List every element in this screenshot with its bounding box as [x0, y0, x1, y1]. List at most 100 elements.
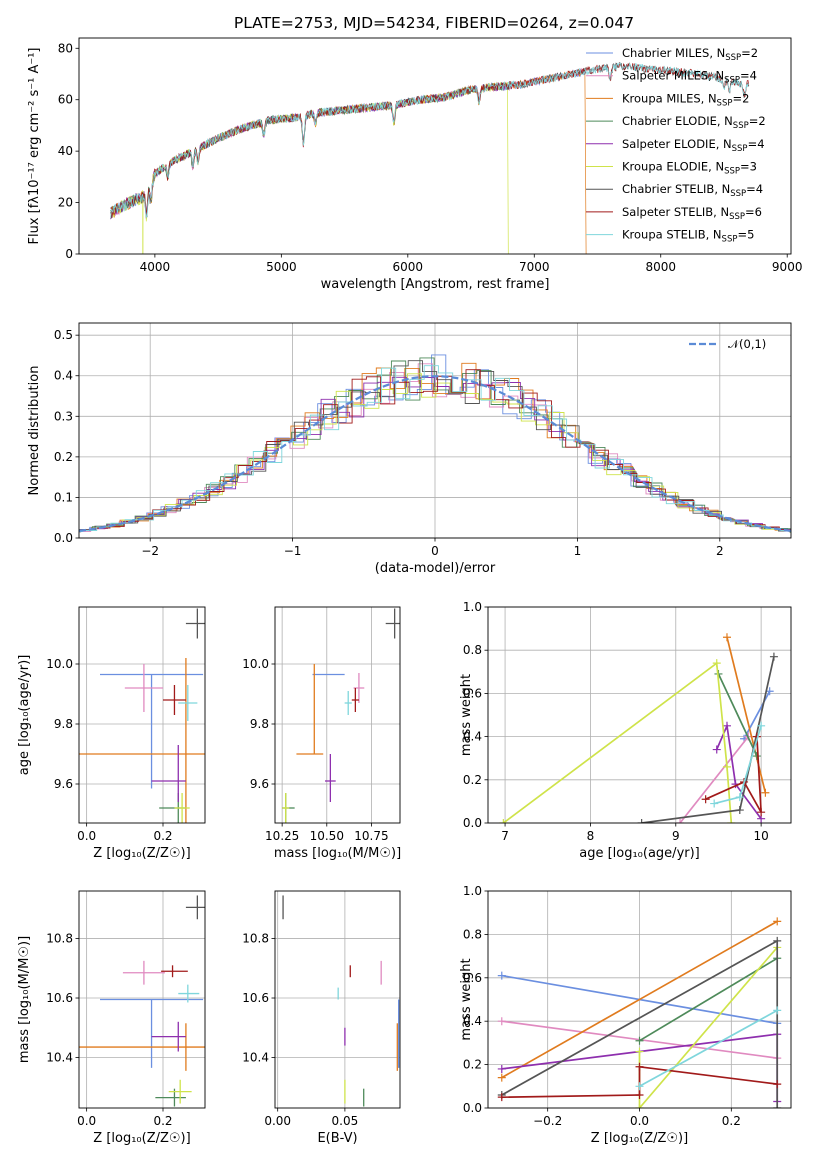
axes: 0.00 0.05 10.4 10.6 10.8 E(B-V) — [242, 890, 401, 1146]
errorbar-point — [151, 1021, 186, 1052]
legend-value: =2 — [749, 114, 766, 128]
legend-value: =3 — [740, 160, 757, 174]
plot-area — [499, 633, 778, 823]
plot-area — [79, 608, 205, 823]
errorbar-point — [122, 960, 165, 985]
plot-area — [79, 895, 205, 1107]
x-tick-label: 9000 — [772, 260, 803, 274]
x-axis-label: (data-model)/error — [375, 561, 496, 576]
y-axis-label: mass [log₁₀(M/M☉)] — [17, 936, 32, 1063]
panel-spectrum: 4000 5000 6000 7000 8000 9000 0 20 40 60 80 wavelen… — [27, 37, 803, 292]
y-tick-label: 0.8 — [463, 643, 482, 657]
weight-marker — [497, 1017, 506, 1026]
weight-marker — [722, 721, 731, 730]
legend-sub: SSP — [725, 53, 741, 63]
weight-marker — [773, 936, 782, 945]
legend-value: =4 — [740, 69, 757, 83]
legend-value: =2 — [741, 46, 758, 60]
x-tick-label: 10.25 — [265, 829, 299, 843]
legend-entry: Kroupa STELIB, NSSP=5 — [622, 228, 754, 245]
spectrum-line — [110, 82, 508, 220]
weight-marker — [676, 819, 685, 823]
y-tick-label: 0.2 — [54, 450, 73, 464]
y-tick-label: 20 — [58, 196, 73, 210]
panel-age-vs-mass: 10.25 10.50 10.75 9.6 9.8 10.0 mass [log₁₀(M/M… — [242, 606, 401, 861]
weight-marker — [773, 917, 782, 926]
y-tick-label: 0.4 — [54, 369, 73, 383]
y-tick-label: 0.0 — [54, 531, 73, 545]
histogram-step — [79, 376, 791, 533]
weight-marker — [497, 1093, 506, 1102]
axes: −2 −1 0 1 2 0.0 0.1 0.2 0.3 0.4 0.5 (data-model)/er… — [27, 322, 792, 576]
spectrum-line — [110, 82, 508, 216]
x-tick-label: 5000 — [266, 260, 297, 274]
weight-line — [639, 1009, 778, 1088]
x-tick-label: 0.2 — [153, 829, 172, 843]
y-tick-label: 9.6 — [250, 777, 269, 791]
plot-area — [497, 917, 782, 1108]
panel-mass-vs-EBV: 0.00 0.05 10.4 10.6 10.8 E(B-V) — [242, 890, 401, 1146]
weight-marker — [773, 1104, 782, 1108]
axes: 0.0 0.2 10.4 10.6 10.8 Z [log₁₀(Z/Z☉)] mass [l… — [17, 890, 206, 1146]
legend-sub: SSP — [724, 76, 740, 86]
errorbar-point — [178, 984, 200, 1003]
legend: 𝒩(0,1) — [689, 337, 766, 351]
panel-mass-vs-Z: 0.0 0.2 10.4 10.6 10.8 Z [log₁₀(Z/Z☉)] mass [l… — [17, 890, 206, 1146]
spectrum-line — [110, 68, 586, 220]
axes-frame — [487, 606, 792, 824]
errorbar-point — [168, 1079, 192, 1104]
errorbar-point — [161, 965, 188, 978]
errorbar-point — [151, 745, 186, 802]
legend-value: =4 — [748, 137, 765, 151]
errorbar-point — [351, 688, 359, 712]
weight-marker — [637, 819, 646, 823]
histogram-step — [79, 354, 791, 532]
y-tick-label: 0.6 — [463, 686, 482, 700]
weight-marker — [735, 793, 744, 802]
panel-weight-vs-Z: −0.2 0.0 0.2 0.0 0.2 0.4 0.6 0.8 1.0 Z [log₁₀(Z/Z… — [459, 884, 792, 1146]
x-tick-label: 10.50 — [310, 829, 344, 843]
x-tick-label: 2 — [716, 544, 724, 558]
x-axis-label: Z [log₁₀(Z/Z☉)] — [93, 1131, 190, 1146]
axes: 7 8 9 10 0.0 0.2 0.4 0.6 0.8 1.0 age [log₁₀(age/yr… — [459, 600, 792, 861]
axes-frame — [78, 606, 206, 824]
legend-sub: SSP — [729, 212, 745, 222]
y-tick-label: 60 — [58, 93, 73, 107]
figure-title: PLATE=2753, MJD=54234, FIBERID=0264, z=0… — [234, 14, 634, 32]
axes: 0.0 0.2 9.6 9.8 10.0 Z [log₁₀(Z/Z☉)] age [log₁… — [17, 606, 206, 861]
x-tick-label: −1 — [284, 544, 302, 558]
panel-residuals: −2 −1 0 1 2 0.0 0.1 0.2 0.3 0.4 0.5 (data-model)/er… — [27, 322, 792, 576]
weight-marker — [635, 1062, 644, 1071]
grid — [79, 607, 205, 823]
axes: 10.25 10.50 10.75 9.6 9.8 10.0 mass [log₁₀(M/M… — [242, 606, 401, 861]
spectrum-line — [110, 68, 586, 218]
legend-sub: SSP — [732, 144, 748, 154]
legend-entry: Salpeter MILES, NSSP=4 — [622, 69, 757, 86]
y-tick-label: 10.0 — [242, 657, 269, 671]
weight-line — [502, 661, 733, 823]
y-tick-label: 0.4 — [463, 730, 482, 744]
x-tick-label: 0.05 — [332, 1114, 359, 1128]
x-axis-label: wavelength [Angstrom, rest frame] — [321, 277, 550, 292]
y-axis-label: age [log₁₀(age/yr)] — [17, 655, 32, 776]
legend-sub: SSP — [722, 235, 738, 245]
y-tick-label: 0.5 — [54, 328, 73, 342]
y-axis-label: Normed distribution — [27, 366, 42, 496]
errorbar-point — [282, 793, 290, 823]
histogram-step — [79, 373, 791, 532]
y-tick-label: 10.4 — [46, 1050, 73, 1064]
weight-line — [705, 736, 762, 813]
plot-area — [282, 608, 400, 823]
weight-line — [501, 920, 778, 1079]
weight-marker — [712, 659, 721, 668]
weight-marker — [727, 819, 736, 823]
x-axis-label: age [log₁₀(age/yr)] — [579, 846, 700, 861]
y-tick-label: 0.8 — [463, 927, 482, 941]
x-tick-label: 0.0 — [77, 829, 96, 843]
plot-area — [110, 62, 750, 254]
y-tick-label: 9.8 — [250, 717, 269, 731]
errorbar-point — [178, 685, 198, 721]
y-axis-label: Flux [fλ10⁻¹⁷ erg cm⁻² s⁻¹ A⁻¹] — [27, 48, 42, 245]
x-tick-label: 7000 — [519, 260, 550, 274]
